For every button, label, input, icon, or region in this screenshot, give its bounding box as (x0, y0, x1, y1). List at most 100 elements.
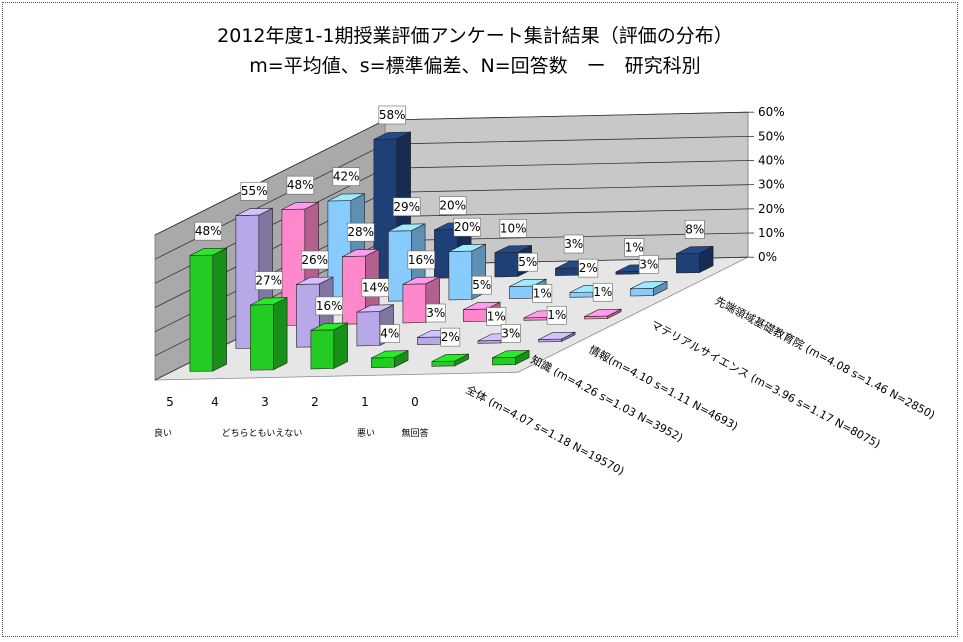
data-label-bg (315, 296, 343, 316)
data-label-text: 16% (316, 299, 343, 313)
data-label-text: 1% (593, 285, 612, 299)
data-label-bg (301, 250, 329, 270)
bar-front (463, 308, 487, 322)
data-label-bg (563, 234, 584, 254)
bar (189, 247, 227, 372)
bar-front (402, 283, 427, 324)
data-label-bg (286, 175, 314, 195)
data-label-text: 28% (347, 225, 374, 239)
bar-front (509, 285, 533, 299)
bar-front (448, 250, 473, 301)
bar-top (538, 331, 576, 340)
data-label-bg (532, 284, 553, 303)
bar-top (388, 223, 426, 232)
x-category-label: 2 (311, 395, 319, 409)
bar-front (494, 251, 519, 278)
data-label-bg (378, 105, 406, 125)
bar-front (431, 360, 456, 367)
bar-top (448, 243, 486, 252)
data-label: 58% (378, 105, 406, 125)
data-label-bg (439, 196, 467, 215)
z-tick-label: 60% (758, 105, 785, 119)
z-tick-label: 50% (758, 129, 785, 143)
data-label-text: 2% (441, 330, 460, 344)
data-label-bg (638, 255, 659, 274)
data-label-text: 10% (500, 221, 527, 235)
data-label: 26% (301, 250, 329, 270)
data-label: 14% (361, 278, 389, 298)
data-label: 20% (439, 196, 467, 215)
data-label-bg (393, 197, 421, 217)
data-label: 4% (379, 324, 400, 343)
x-category-label: 1 (361, 395, 369, 409)
series-label: マテリアルサイエンス (m=3.96 s=1.17 N=8075) (649, 318, 883, 451)
data-label: 3% (500, 324, 521, 343)
data-label-bg (425, 303, 446, 323)
bar (250, 297, 288, 371)
data-label-text: 1% (625, 241, 644, 255)
data-label-text: 42% (333, 170, 360, 184)
data-label-text: 20% (439, 199, 466, 213)
data-label: 55% (240, 181, 268, 201)
bar-top (327, 193, 365, 202)
z-tick-label: 10% (758, 226, 785, 240)
data-label: 1% (486, 307, 507, 326)
series-label: 先端領域基礎教育院 (m=4.08 s=1.46 N=2850) (713, 293, 938, 422)
data-label: 1% (546, 305, 567, 325)
data-label: 20% (453, 217, 481, 237)
x-category-label: 0 (411, 395, 419, 409)
data-label-text: 29% (393, 200, 420, 214)
bar-front (371, 357, 395, 368)
x-category-label: 5 (166, 395, 174, 409)
bar (676, 245, 714, 274)
data-label-text: 3% (501, 326, 520, 340)
data-label-bg (592, 282, 613, 302)
bar (310, 322, 348, 370)
bar-top (584, 308, 622, 317)
bar-top (402, 276, 440, 285)
data-label-bg (332, 167, 360, 186)
z-tick-label: 40% (758, 154, 785, 168)
data-label: 16% (407, 250, 435, 270)
data-label: 29% (393, 197, 421, 217)
data-label: 5% (517, 252, 538, 272)
bar-front (492, 356, 516, 366)
data-label-text: 3% (426, 306, 445, 320)
data-label-bg (194, 221, 222, 241)
data-label-bg (546, 305, 567, 325)
z-tick-label: 30% (758, 178, 785, 192)
bar (371, 350, 409, 368)
data-label-text: 16% (408, 253, 435, 267)
data-label: 2% (440, 327, 461, 347)
data-label-bg (471, 275, 492, 295)
bar-top (250, 297, 288, 306)
category-desc-low: 悪い (357, 428, 375, 439)
data-label-bg (361, 278, 389, 298)
data-labels: 8% 1% 3% 10% 20% 58% 3% 2% 5% 20% 29% 42% 1% 1% 5% 16% 2… (194, 105, 705, 347)
data-label-bg (379, 324, 400, 343)
data-label-bg (347, 222, 375, 242)
bar-top (310, 322, 348, 331)
data-label: 1% (624, 238, 645, 257)
category-desc-none: 無回答 (401, 427, 428, 439)
bar-front (250, 304, 274, 371)
data-label-bg (624, 238, 645, 257)
bar-front (630, 287, 654, 297)
bar-top (494, 245, 532, 254)
data-label: 48% (286, 175, 314, 195)
data-label-text: 48% (195, 224, 222, 238)
z-tick-label: 0% (758, 250, 777, 264)
data-label-bg (440, 327, 461, 347)
bar-front (569, 291, 594, 298)
bar-top (492, 350, 530, 359)
data-label: 8% (684, 220, 705, 239)
data-label-bg (255, 271, 283, 290)
category-desc-high: 良い (154, 427, 172, 439)
bar-top (463, 301, 501, 310)
bar-top (509, 278, 547, 287)
data-label-text: 5% (472, 278, 491, 292)
data-label-text: 4% (380, 327, 399, 341)
bar-front (676, 252, 700, 274)
data-label-text: 5% (518, 255, 537, 269)
z-axis-ticks: 0% 10% 20% 30% 40% 50% 60% (748, 105, 785, 264)
